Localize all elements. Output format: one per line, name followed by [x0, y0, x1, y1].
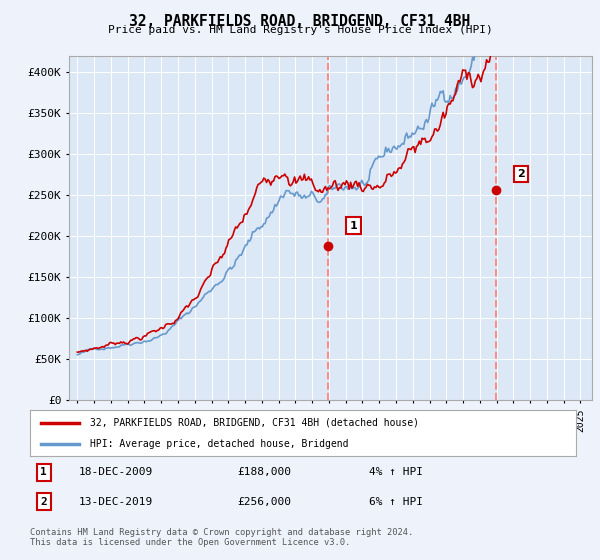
Text: 1: 1 — [40, 467, 47, 477]
Text: 32, PARKFIELDS ROAD, BRIDGEND, CF31 4BH (detached house): 32, PARKFIELDS ROAD, BRIDGEND, CF31 4BH … — [90, 418, 419, 428]
Text: 2: 2 — [40, 497, 47, 507]
Text: HPI: Average price, detached house, Bridgend: HPI: Average price, detached house, Brid… — [90, 439, 349, 449]
Text: 6% ↑ HPI: 6% ↑ HPI — [368, 497, 422, 507]
Text: Contains HM Land Registry data © Crown copyright and database right 2024.
This d: Contains HM Land Registry data © Crown c… — [30, 528, 413, 547]
Text: 13-DEC-2019: 13-DEC-2019 — [79, 497, 154, 507]
Text: 4% ↑ HPI: 4% ↑ HPI — [368, 467, 422, 477]
Text: 18-DEC-2009: 18-DEC-2009 — [79, 467, 154, 477]
Text: 2: 2 — [517, 169, 525, 179]
Text: Price paid vs. HM Land Registry's House Price Index (HPI): Price paid vs. HM Land Registry's House … — [107, 25, 493, 35]
Text: £256,000: £256,000 — [238, 497, 292, 507]
Text: £188,000: £188,000 — [238, 467, 292, 477]
Text: 32, PARKFIELDS ROAD, BRIDGEND, CF31 4BH: 32, PARKFIELDS ROAD, BRIDGEND, CF31 4BH — [130, 14, 470, 29]
Text: 1: 1 — [350, 221, 357, 231]
